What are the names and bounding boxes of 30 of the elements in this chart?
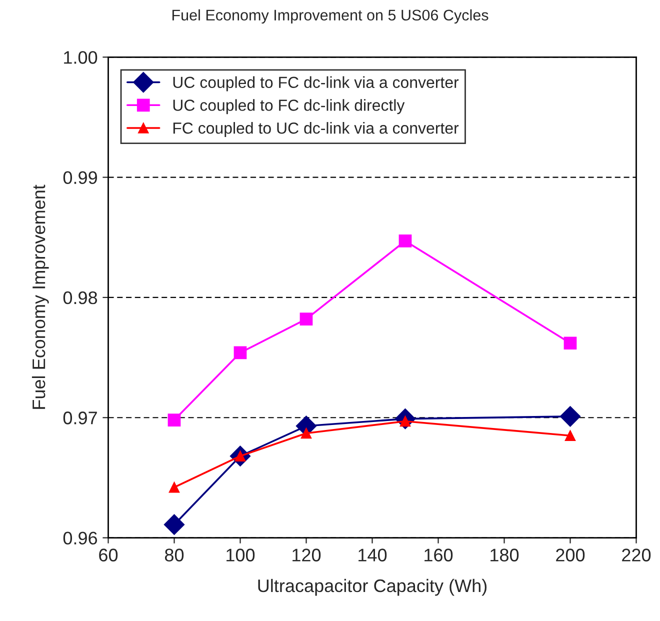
x-tick-label: 120 [292, 548, 321, 562]
point [398, 234, 412, 248]
point [564, 336, 577, 350]
point [234, 346, 247, 360]
legend-label: UC coupled to FC dc-link directly [173, 99, 405, 114]
x-tick-label: 180 [490, 548, 519, 562]
x-tick-label: 60 [99, 548, 118, 562]
y-axis-title: Fuel Economy Improvement [32, 184, 49, 409]
x-tick-label: 80 [164, 548, 184, 562]
x-tick-label: 140 [358, 548, 387, 562]
legend-label: UC coupled to FC dc-link via a converter [173, 76, 459, 92]
point [164, 514, 185, 535]
x-tick-label: 220 [622, 548, 651, 562]
y-tick-label: 0.96 [63, 532, 98, 545]
point [564, 430, 576, 442]
x-axis-title: Ultracapacitor Capacity (Wh) [258, 578, 487, 596]
point [560, 406, 581, 427]
point [168, 482, 180, 493]
x-tick-label: 100 [226, 548, 255, 562]
y-tick-label: 1.00 [64, 51, 98, 64]
y-tick-label: 0.98 [63, 291, 98, 304]
point [300, 428, 312, 439]
point [300, 312, 313, 326]
legend-label: FC coupled to UC dc-link via a converter [173, 122, 459, 137]
x-tick-label: 200 [556, 548, 585, 562]
y-tick-label: 0.97 [63, 412, 97, 424]
y-tick-label: 0.99 [63, 171, 97, 184]
point [168, 414, 181, 426]
x-tick-label: 160 [424, 548, 453, 562]
chart-title: Fuel Economy Improvement on 5 US06 Cycles [172, 9, 488, 24]
